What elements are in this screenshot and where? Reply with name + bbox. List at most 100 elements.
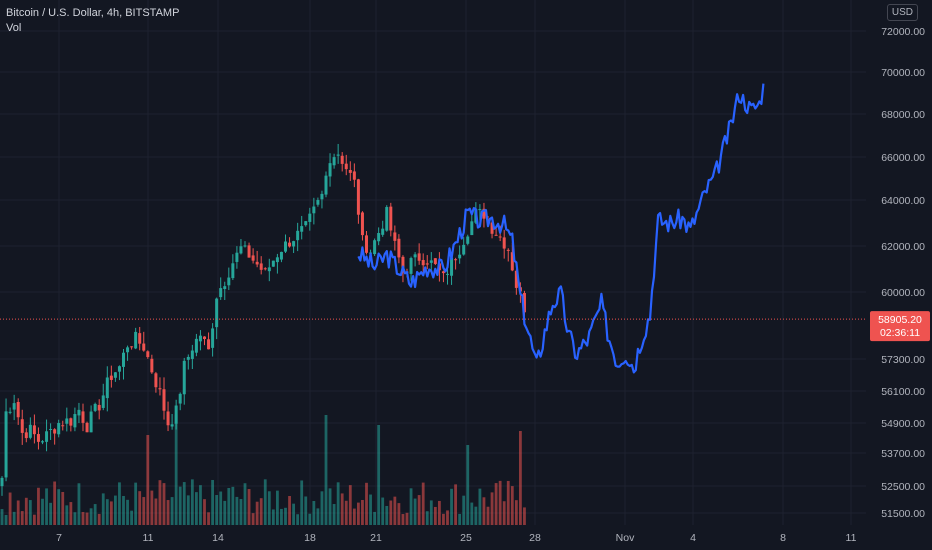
candle-body (316, 200, 320, 205)
candle-body (235, 252, 239, 262)
volume-bar (215, 495, 219, 525)
volume-bar (357, 502, 360, 525)
candle-body (340, 155, 344, 164)
time-tick-label: 11 (846, 532, 857, 544)
volume-bar (142, 497, 146, 525)
candle-body (389, 206, 393, 231)
volume-bar (251, 513, 255, 525)
volume-bar (462, 495, 466, 525)
volume-bar (405, 512, 409, 525)
candle-body (450, 257, 454, 276)
candle-body (12, 403, 16, 410)
candle-body (421, 260, 425, 266)
volume-bar (255, 501, 259, 525)
volume-bar (425, 511, 429, 525)
candle-body (494, 234, 498, 236)
candle-body (385, 207, 389, 231)
volume-bar (207, 512, 210, 525)
time-tick-label: 8 (780, 532, 786, 544)
volume-bar (397, 503, 401, 525)
volume-bar (53, 481, 57, 525)
volume-bar (101, 493, 105, 525)
volume-bar (20, 511, 24, 525)
price-tick-label: 60000.00 (881, 287, 925, 299)
price-tick-label: 53700.00 (881, 448, 925, 460)
price-tick-label: 70000.00 (881, 67, 925, 79)
candle-body (510, 252, 514, 271)
volume-bar (69, 502, 73, 525)
volume-bar (239, 499, 243, 525)
volume-bar (8, 492, 12, 525)
candle-body (227, 277, 231, 286)
candle-body (312, 206, 316, 214)
time-axis[interactable]: 7 11 14 18 21 25 28 Nov 4 8 11 (56, 532, 857, 544)
candle-body (24, 432, 28, 439)
candle-body (263, 268, 267, 270)
candle-body (138, 333, 142, 344)
candle-body (223, 286, 227, 289)
volume-bars (0, 415, 526, 525)
volume-bar (89, 508, 93, 525)
candle-body (154, 373, 158, 388)
volume-bar (126, 499, 129, 525)
price-axis[interactable]: 72000.00 70000.00 68000.00 66000.00 64000.00… (881, 26, 925, 520)
volume-bar (182, 482, 186, 525)
volume-bar (97, 513, 101, 525)
candle-body (158, 388, 162, 390)
candle-body (275, 257, 279, 263)
volume-bar (134, 482, 138, 525)
candle-body (211, 328, 215, 348)
price-tick-label: 66000.00 (881, 152, 925, 164)
volume-bar (482, 497, 486, 525)
volume-bar (312, 500, 316, 525)
volume-bar (377, 425, 381, 525)
price-tick-label: 64000.00 (881, 195, 925, 207)
candle-body (425, 263, 429, 265)
volume-bar (118, 482, 121, 525)
candle-body (466, 236, 470, 244)
candle-body (239, 246, 243, 254)
volume-bar (478, 488, 482, 525)
candle-body (490, 222, 494, 234)
candle-body (16, 401, 20, 418)
candle-body (401, 256, 405, 272)
candle-body (49, 428, 53, 430)
candle-body (502, 237, 506, 249)
candle-body (41, 441, 44, 443)
volume-bar (348, 485, 352, 525)
time-tick-label: 25 (460, 532, 472, 544)
volume-bar (288, 496, 291, 525)
candle-body (348, 170, 352, 173)
candle-body (36, 434, 40, 442)
candle-body (219, 288, 223, 298)
currency-button[interactable]: USD (886, 4, 918, 21)
candle-body (506, 249, 510, 251)
candle-body (292, 241, 296, 247)
volume-bar (73, 512, 77, 525)
volume-bar (466, 445, 470, 525)
candle-body (267, 267, 271, 272)
time-tick-label: 21 (370, 532, 382, 544)
chart-legend: Bitcoin / U.S. Dollar, 4h, BITSTAMP Vol (6, 6, 179, 36)
candle-body (53, 429, 57, 434)
volume-bar (227, 487, 231, 525)
volume-bar (474, 506, 478, 525)
volume-bar (409, 488, 413, 525)
volume-bar (506, 480, 510, 525)
volume-bar (429, 500, 433, 525)
volume-bar (421, 482, 425, 525)
volume-bar (401, 514, 405, 525)
volume-bar (324, 415, 328, 525)
candle-body (243, 245, 247, 247)
candle-body (142, 343, 146, 351)
candle-body (85, 422, 89, 433)
volume-bar (211, 479, 214, 525)
volume-bar (12, 511, 16, 525)
candle-body (89, 411, 93, 433)
volume-bar (271, 509, 275, 525)
candle-body (365, 235, 368, 253)
candle-body (255, 261, 259, 265)
volume-bar (458, 513, 462, 525)
volume-bar (263, 479, 267, 525)
